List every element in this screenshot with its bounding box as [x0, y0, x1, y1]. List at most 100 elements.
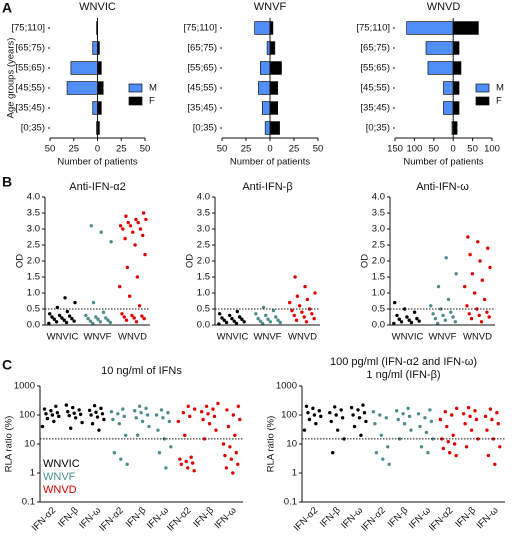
x-tick-label: 50	[217, 144, 228, 155]
bar	[443, 101, 454, 115]
data-point	[145, 413, 150, 417]
data-point	[490, 417, 494, 422]
y-tick-label: 10	[24, 439, 35, 450]
chart-title: 100 pg/ml (IFN-α2 and IFN-ω)	[330, 356, 477, 368]
data-point	[86, 316, 90, 321]
data-point	[91, 300, 96, 305]
data-point	[266, 317, 270, 321]
data-point	[488, 265, 492, 270]
data-point	[52, 317, 56, 321]
x-tick-label: 25	[116, 144, 127, 155]
data-point	[204, 404, 209, 408]
y-tick-label: 4.0	[27, 192, 40, 203]
data-point	[156, 428, 160, 432]
data-point	[192, 469, 196, 473]
bar	[452, 101, 460, 115]
bar	[452, 41, 460, 55]
data-point	[409, 428, 413, 432]
data-point	[359, 433, 363, 437]
data-point	[469, 316, 474, 321]
data-point	[55, 305, 60, 310]
data-point	[276, 318, 280, 322]
y-tick-label: 1	[30, 468, 35, 479]
data-point	[90, 321, 95, 326]
data-point	[192, 407, 197, 411]
data-point	[438, 417, 443, 422]
data-point	[134, 320, 139, 324]
data-point	[57, 414, 61, 419]
data-point	[144, 217, 148, 222]
data-point	[274, 315, 278, 319]
x-tick-label: IFN-α2	[427, 505, 455, 533]
data-point	[122, 315, 126, 319]
data-point	[216, 401, 220, 406]
data-point	[124, 214, 128, 218]
x-tick-label: WNVIC	[217, 332, 249, 343]
data-point	[288, 300, 292, 305]
data-point	[399, 320, 404, 324]
data-point	[384, 416, 388, 420]
data-point	[415, 316, 419, 321]
data-point	[118, 224, 123, 228]
data-point	[361, 403, 365, 407]
x-tick-label: 50	[313, 144, 324, 155]
data-point	[429, 304, 433, 308]
y-tick-label: [65;75)	[360, 43, 390, 54]
data-point	[234, 321, 239, 326]
y-tick-label: [65;75)	[187, 43, 217, 54]
data-point	[69, 426, 73, 430]
data-point	[465, 304, 469, 308]
data-point	[466, 235, 470, 239]
y-tick-label: [0;35)	[193, 123, 217, 134]
legend-label: WNVF	[43, 471, 76, 483]
y-tick-label: 1.5	[372, 272, 385, 283]
data-point	[470, 272, 475, 276]
x-axis-label: Number of patients	[403, 157, 484, 168]
data-point	[138, 227, 143, 231]
x-tick-label: IFN-ω	[213, 505, 239, 531]
data-point	[123, 236, 127, 241]
data-point	[475, 307, 479, 311]
legend-label: WNVD	[43, 484, 77, 496]
data-point	[396, 417, 400, 422]
data-point	[99, 406, 103, 411]
data-point	[439, 307, 443, 311]
data-point	[166, 411, 170, 415]
data-point	[395, 313, 399, 318]
data-point	[147, 424, 151, 429]
data-point	[451, 433, 455, 437]
data-point	[418, 424, 422, 429]
data-point	[206, 412, 210, 416]
data-point	[54, 404, 58, 408]
data-point	[450, 413, 454, 417]
data-point	[304, 404, 309, 408]
data-point	[491, 437, 496, 441]
panel-label: C	[2, 357, 12, 373]
data-point	[476, 437, 480, 441]
x-tick-label: 0	[267, 144, 272, 155]
data-point	[349, 405, 354, 410]
data-point	[392, 321, 396, 326]
data-point	[483, 414, 488, 419]
y-tick-label: 3.5	[372, 208, 385, 219]
bar	[452, 21, 479, 35]
y-tick-label: 10	[286, 439, 297, 450]
data-point	[452, 442, 457, 446]
data-point	[238, 417, 242, 422]
data-point	[364, 419, 368, 424]
data-point	[231, 471, 235, 475]
data-point	[340, 416, 345, 420]
data-point	[381, 457, 385, 461]
panel-label: B	[2, 174, 12, 190]
data-point	[397, 317, 401, 321]
data-point	[67, 413, 71, 418]
bar	[443, 81, 454, 95]
data-point	[496, 422, 501, 426]
data-point	[201, 417, 205, 422]
x-tick-label: IFN-α2	[359, 505, 387, 533]
data-point	[306, 411, 310, 415]
y-tick-label: 2.0	[372, 256, 385, 267]
x-tick-label: WNVF	[429, 332, 457, 343]
y-tick-label: 3.0	[27, 224, 40, 235]
data-point	[134, 217, 138, 222]
